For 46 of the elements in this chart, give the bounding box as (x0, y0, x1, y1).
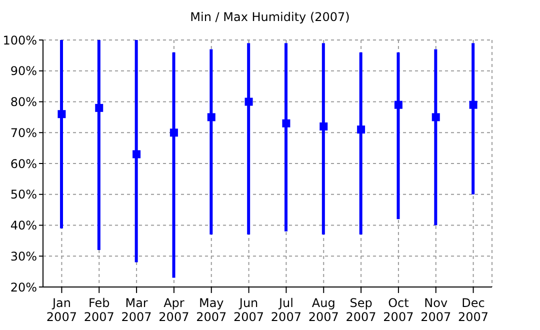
point (58, 110, 66, 118)
point (432, 113, 440, 122)
chart-title: Min / Max Humidity (2007) (189, 10, 351, 24)
bar (396, 52, 400, 220)
x-tick-label: Sep 2007 (346, 296, 376, 324)
bar (247, 43, 250, 235)
y-tick-label: 90% (10, 64, 37, 78)
point (282, 119, 290, 128)
bar (322, 43, 325, 235)
bar (97, 40, 100, 250)
point (394, 100, 402, 109)
point (320, 122, 328, 130)
x-tick-label: Oct 2007 (383, 296, 414, 324)
point (469, 100, 478, 109)
point (357, 126, 366, 134)
x-tick-label: Aug 2007 (308, 296, 339, 324)
bar (472, 43, 475, 194)
point (207, 113, 216, 122)
x-tick-label: Dec 2007 (458, 296, 489, 324)
point (95, 104, 104, 112)
x-tick-label: Nov 2007 (420, 296, 452, 324)
y-tick-label: 50% (10, 188, 37, 202)
bar (60, 40, 63, 228)
point (170, 128, 178, 137)
bar (434, 49, 438, 226)
y-tick-label: 20% (10, 280, 37, 294)
bar (359, 52, 362, 235)
x-tick-label: Jun 2007 (234, 296, 264, 324)
bar (284, 43, 288, 232)
point (132, 150, 141, 158)
x-tick-label: Mar 2007 (121, 296, 152, 324)
y-tick-label: 60% (10, 156, 37, 171)
bar (210, 49, 213, 235)
x-tick-label: Jul 2007 (270, 296, 302, 324)
y-tick-label: 100% (2, 33, 37, 48)
y-tick-label: 80% (10, 95, 37, 110)
bar (172, 52, 176, 278)
y-tick-label: 40% (10, 218, 37, 233)
bar (134, 40, 138, 262)
y-tick-label: 30% (10, 249, 37, 264)
x-tick-label: Feb 2007 (84, 296, 114, 324)
x-tick-label: May 2007 (196, 296, 227, 324)
point (244, 98, 253, 106)
y-tick-label: 70% (10, 126, 37, 140)
x-tick-label: Jan 2007 (46, 296, 77, 324)
x-tick-label: Apr 2007 (158, 296, 190, 324)
